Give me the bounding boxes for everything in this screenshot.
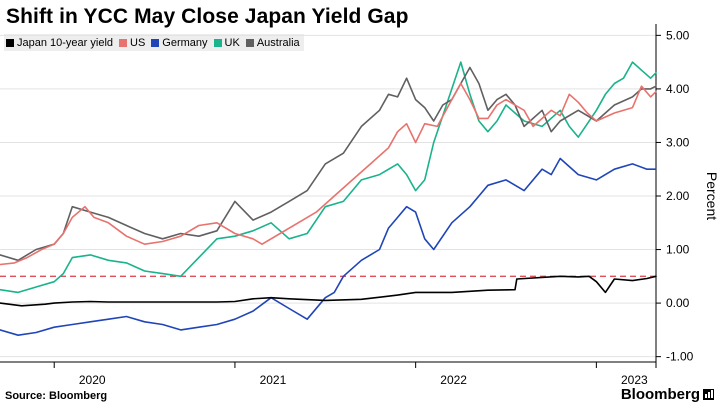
y-tick-label-6: -1.00 [666,350,694,364]
legend-item-australia: Australia [245,36,300,49]
legend-label-australia: Australia [256,36,300,49]
x-tick-label-3: 2023 [621,373,648,387]
legend-label-japan: Japan 10-year yield [17,36,114,49]
series-line-uk [0,61,657,294]
legend-label-uk: UK [224,36,240,49]
legend-label-germany: Germany [162,36,208,49]
legend-swatch-japan [6,38,14,47]
legend-label-us: US [130,36,146,49]
x-tick-label-2: 2022 [440,373,467,387]
legend-item-japan: Japan 10-year yield [6,37,113,49]
legend-item-uk: UK [213,36,240,49]
legend: Japan 10-year yield US Germany UK Austra… [4,34,304,51]
source-note: Source: Bloomberg [5,390,108,402]
legend-swatch-uk [213,38,222,47]
legend-swatch-australia [245,38,254,47]
series-line-japan-10-year-yield [0,275,657,307]
y-tick-label-3: 2.00 [666,189,690,203]
y-tick-label-2: 3.00 [666,135,690,149]
legend-swatch-us [119,38,128,47]
x-tick-label-1: 2021 [260,373,287,387]
y-axis-label: Percent [704,172,720,220]
y-tick-label-4: 1.00 [666,243,690,257]
series-line-germany [0,157,657,336]
legend-item-us: US [119,37,145,49]
series-line-australia [0,66,657,262]
series-line-us [0,82,657,266]
y-tick-label-1: 4.00 [666,82,690,96]
y-tick-label-0: 5.00 [666,28,690,42]
legend-swatch-germany [151,38,160,47]
bar-chart-icon [703,389,714,400]
brand-logo: Bloomberg [621,386,714,403]
brand-name: Bloomberg [620,386,700,403]
x-tick-label-0: 2020 [79,373,106,387]
legend-item-germany: Germany [151,36,208,49]
y-tick-label-5: 0.00 [666,296,690,310]
chart-title: Shift in YCC May Close Japan Yield Gap [6,5,409,28]
